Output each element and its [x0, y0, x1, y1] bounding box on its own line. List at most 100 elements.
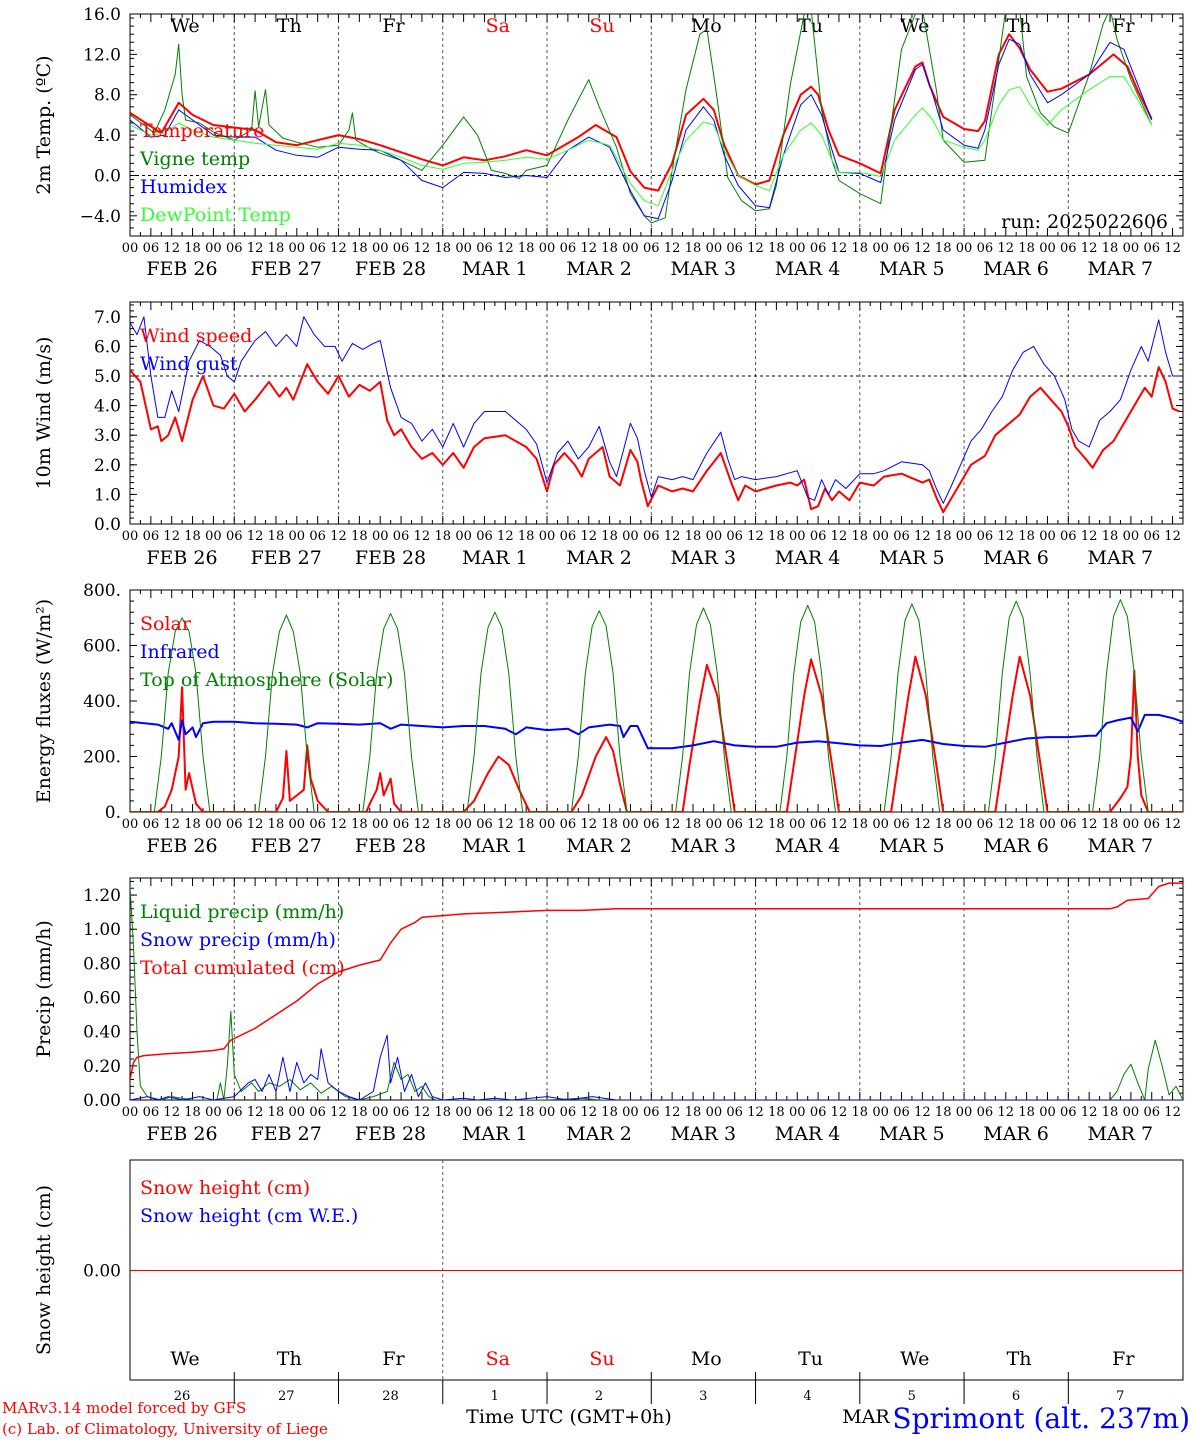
weekday-label: Fr — [1112, 15, 1135, 37]
hour-tick-label: 18 — [434, 817, 451, 832]
hour-tick-label: 06 — [977, 241, 994, 256]
date-label: MAR 5 — [879, 547, 945, 569]
hour-tick-label: 12 — [914, 241, 931, 256]
legend-entry: Humidex — [140, 176, 227, 198]
hour-tick-label: 18 — [434, 241, 451, 256]
weekday-label: We — [170, 15, 199, 37]
y-tick-label: 6.0 — [94, 337, 121, 357]
panel-temperature: −4.00.04.08.012.016.02m Temp. (ºC)00 06 12… — [33, 5, 1184, 280]
date-label: MAR 1 — [462, 835, 528, 857]
hour-tick-label: 18 — [1018, 241, 1035, 256]
series-line-wind-gust — [130, 316, 1180, 504]
hour-tick-label: 12 — [1081, 817, 1098, 832]
weekday-label: Fr — [1112, 1348, 1135, 1370]
date-label: MAR 3 — [670, 547, 736, 569]
hour-tick-label: 06 — [1060, 817, 1077, 832]
panel-snow: 0.00 Snow height (cm) We Th Fr Sa Su Mo Tu We Th Fr… — [33, 1159, 1184, 1404]
panel-precip: 0.00 0.20 0.40 0.60 0.80 1.00 1.20 Precip (mm/h… — [33, 877, 1184, 1145]
date-label: MAR 6 — [983, 1123, 1049, 1145]
date-label: FEB 28 — [355, 258, 426, 280]
legend-entry: Wind gust — [140, 353, 238, 375]
hour-tick-label: 06 — [393, 817, 410, 832]
date-label: MAR 3 — [670, 835, 736, 857]
hour-tick-label: 06 — [977, 1105, 994, 1120]
hour-tick-label: 06 — [726, 817, 743, 832]
hour-tick-label: 06 — [977, 817, 994, 832]
date-label: MAR 6 — [983, 835, 1049, 857]
hour-tick-label: 00 — [1039, 1105, 1056, 1120]
hour-tick-label: 18 — [518, 529, 535, 544]
hour-tick-label: 06 — [726, 1105, 743, 1120]
hour-tick-label: 00 — [1123, 529, 1140, 544]
y-tick-label: 0. — [105, 803, 121, 823]
legend-entry: Total cumulated (cm) — [140, 957, 345, 979]
hour-tick-label: 12 — [580, 529, 597, 544]
hour-tick-label: 18 — [518, 817, 535, 832]
hour-tick-label: 00 — [622, 529, 639, 544]
y-tick-label: 2.0 — [94, 456, 121, 476]
hour-tick-label: 12 — [163, 817, 180, 832]
hour-tick-label: 12 — [414, 1105, 431, 1120]
weekday-label: Mo — [691, 15, 722, 37]
hour-tick-label: 12 — [497, 241, 514, 256]
hour-tick-label: 12 — [1081, 1105, 1098, 1120]
y-tick-label: 1.00 — [83, 920, 121, 940]
hour-tick-label: 18 — [852, 817, 869, 832]
date-label: FEB 26 — [146, 835, 217, 857]
series-line-dewpoint-temp — [130, 76, 1153, 207]
hour-tick-label: 12 — [163, 1105, 180, 1120]
series-line-humidex — [130, 38, 1153, 220]
series-line-solar — [130, 655, 1183, 812]
hour-tick-label: 06 — [1143, 817, 1160, 832]
hour-tick-label: 18 — [1102, 817, 1119, 832]
date-label: MAR 5 — [879, 835, 945, 857]
y-tick-label: 4.0 — [94, 397, 121, 417]
hour-tick-label: 12 — [247, 817, 264, 832]
hour-tick-label: 06 — [226, 1105, 243, 1120]
weekday-label: We — [170, 1348, 199, 1370]
hour-tick-label: 06 — [476, 241, 493, 256]
day-number-label: 27 — [278, 1389, 295, 1404]
date-label: MAR 1 — [462, 547, 528, 569]
hour-tick-label: 06 — [643, 817, 660, 832]
series-line-top-of-atmosphere-solar- — [130, 599, 1183, 812]
hour-tick-label: 06 — [393, 529, 410, 544]
panel-wind: 0.0 1.0 2.0 3.0 4.0 5.0 6.0 7.0 10m Wind (m/s) 00… — [33, 301, 1184, 569]
hour-tick-label: 00 — [1123, 241, 1140, 256]
hour-tick-label: 00 — [872, 1105, 889, 1120]
legend-entry: Temperature — [140, 120, 264, 142]
hour-tick-label: 12 — [414, 241, 431, 256]
hour-tick-label: 00 — [789, 241, 806, 256]
hour-tick-label: 00 — [539, 241, 556, 256]
series-line-temperature — [130, 33, 1153, 192]
weekday-label: Th — [277, 1348, 302, 1370]
y-axis-label: 10m Wind (m/s) — [33, 337, 55, 490]
hour-tick-label: 12 — [580, 817, 597, 832]
hour-tick-label: 00 — [455, 529, 472, 544]
hour-tick-label: 00 — [455, 817, 472, 832]
hour-tick-label: 18 — [184, 817, 201, 832]
hour-tick-label: 18 — [852, 529, 869, 544]
date-label: FEB 27 — [251, 258, 322, 280]
credit-line-model: MARv3.14 model forced by GFS — [2, 1399, 246, 1417]
hour-tick-label: 06 — [1143, 529, 1160, 544]
hour-tick-label: 18 — [935, 241, 952, 256]
hour-tick-label: 06 — [643, 1105, 660, 1120]
hour-tick-label: 06 — [393, 1105, 410, 1120]
date-label: MAR 1 — [462, 258, 528, 280]
hour-tick-label: 00 — [706, 1105, 723, 1120]
y-tick-label: 0.20 — [83, 1057, 121, 1077]
hour-tick-label: 12 — [1081, 529, 1098, 544]
hour-tick-label: 12 — [914, 529, 931, 544]
series-line-liquid-precip-mm-h- — [130, 886, 1183, 1100]
hour-tick-label: 18 — [1102, 1105, 1119, 1120]
hour-tick-label: 12 — [330, 241, 347, 256]
hour-tick-label: 00 — [1123, 817, 1140, 832]
hour-tick-label: 06 — [726, 241, 743, 256]
hour-tick-label: 06 — [226, 529, 243, 544]
hour-tick-label: 00 — [789, 817, 806, 832]
series-line-snow-precip-mm-h- — [130, 1034, 1183, 1100]
hour-tick-label: 18 — [1018, 1105, 1035, 1120]
hour-tick-label: 00 — [1039, 241, 1056, 256]
date-label: MAR 2 — [566, 258, 632, 280]
